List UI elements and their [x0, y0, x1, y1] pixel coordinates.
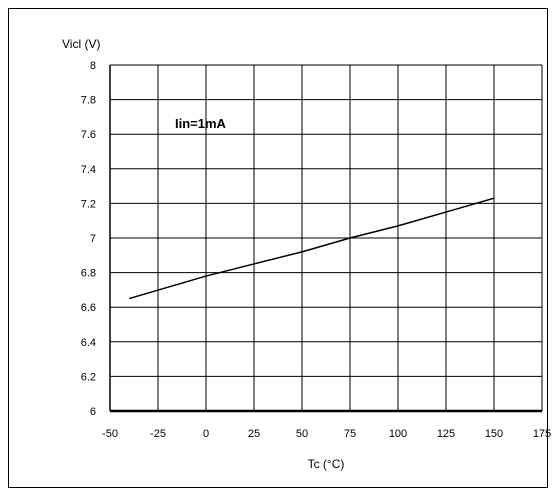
axes	[109, 65, 542, 413]
series-line	[128, 197, 495, 300]
x-tick-label: 175	[533, 428, 551, 440]
y-tick-label: 6.4	[81, 337, 96, 349]
x-tick-label: 25	[248, 428, 260, 440]
y-tick-label: 7.8	[81, 95, 96, 107]
x-tick-label: 150	[485, 428, 503, 440]
grid-lines	[110, 64, 543, 411]
x-tick-label: 100	[389, 428, 407, 440]
y-tick-label: 7.2	[81, 198, 96, 210]
y-tick-label: 7.4	[81, 164, 96, 176]
x-axis-label: Tc (°C)	[308, 457, 345, 471]
x-tick-label: 75	[344, 428, 356, 440]
tick-labels: -50 -25 0 25 50 75 100 125 150 175 6 6.2 6.4 6.6 6.8 7 7…	[81, 60, 551, 440]
x-tick-label: -25	[150, 428, 166, 440]
x-tick-label: 50	[296, 428, 308, 440]
x-tick-label: 0	[203, 428, 209, 440]
condition-annotation: Iin=1mA	[175, 116, 227, 131]
y-tick-label: 8	[90, 60, 96, 72]
y-tick-label: 6	[90, 406, 96, 418]
series-group	[128, 197, 495, 300]
y-tick-label: 7.6	[81, 129, 96, 141]
y-tick-label: 6.2	[81, 371, 96, 383]
chart-frame	[8, 8, 548, 488]
y-tick-label: 6.8	[81, 268, 96, 280]
y-tick-label: 6.6	[81, 302, 96, 314]
x-tick-label: -50	[102, 428, 118, 440]
y-axis-label: Vicl (V)	[62, 37, 100, 51]
x-tick-label: 125	[437, 428, 455, 440]
y-tick-label: 7	[90, 233, 96, 245]
